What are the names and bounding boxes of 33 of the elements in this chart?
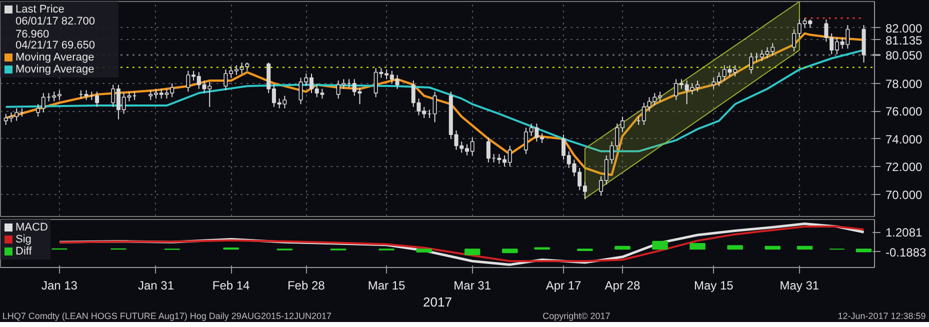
annotation: 04/21/17 69.650 [16, 40, 96, 52]
y-tick-label: 81.135 [886, 33, 923, 48]
annotation: 06/01/17 82.700 [16, 16, 96, 28]
x-tick-label: Apr 28 [604, 278, 640, 292]
legend-label: MACD [16, 222, 48, 234]
text: LHQ7 Comdty (LEAN HOGS FUTURE Aug17) Hog Daily 29AUG2015-12JUN2017 [2, 311, 332, 321]
y-tick-label: 1.2081 [886, 226, 923, 240]
y-tick-label: 78.000 [886, 76, 923, 91]
y-tick-label: -0.1883 [886, 245, 927, 260]
y-tick-label: 80.050 [886, 48, 923, 62]
y-tick-label: 70.000 [886, 188, 923, 202]
x-tick-label: Mar 31 [454, 278, 492, 292]
legend-label: Last Price [16, 4, 64, 16]
text: 12-Jun-2017 12:38:59 [838, 311, 926, 321]
y-tick-label: 76.000 [886, 104, 923, 119]
x-tick-label: Feb 28 [287, 278, 326, 292]
y-tick-label: 72.000 [886, 160, 923, 174]
y-tick-label: 74.000 [886, 132, 923, 146]
x-tick-label: Jan 13 [41, 278, 78, 292]
x-tick-label: Mar 15 [368, 278, 406, 292]
annotation: 76.960 [16, 28, 50, 40]
x-tick-label: Feb 14 [212, 278, 250, 292]
x-tick-label: Jan 31 [138, 278, 174, 292]
x-tick-label: Apr 17 [546, 278, 582, 292]
x-axis-title: 2017 [423, 294, 452, 310]
text: Copyright© 2017 [542, 311, 610, 321]
x-tick-label: May 15 [694, 278, 734, 292]
x-tick-label: May 31 [780, 278, 820, 292]
legend-label: Sig [16, 234, 32, 246]
y-tick-label: 82.000 [886, 21, 923, 36]
legend-label: Moving Average [16, 64, 94, 76]
legend-label: Moving Average [16, 52, 94, 64]
legend-label: Diff [16, 246, 33, 258]
